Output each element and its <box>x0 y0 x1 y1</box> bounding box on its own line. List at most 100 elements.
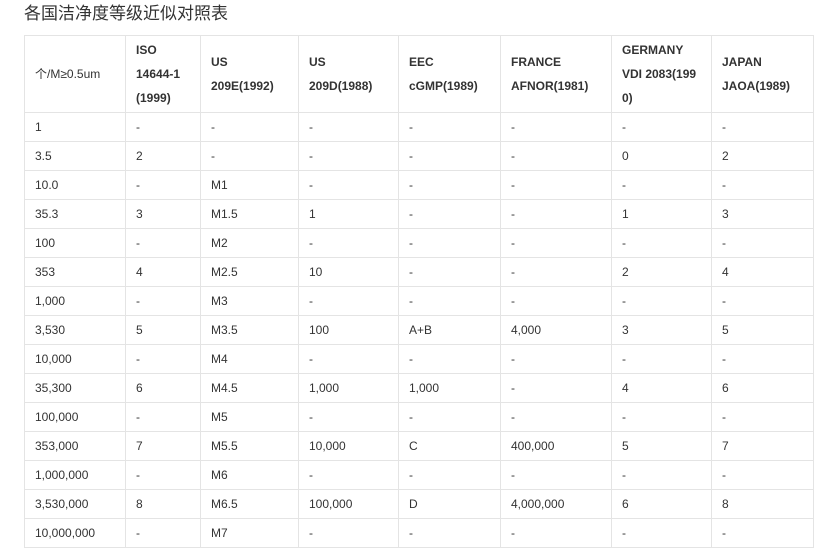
table-cell: 1 <box>24 112 126 142</box>
table-cell: 100 <box>298 315 399 345</box>
table-cell: - <box>125 228 201 258</box>
column-header-line: (1999) <box>136 91 171 105</box>
table-cell: - <box>711 460 814 490</box>
table-row: 1,000- M3- - - - - <box>24 286 814 316</box>
table-cell: 6 <box>711 373 814 403</box>
table-cell: 5 <box>711 315 814 345</box>
table-cell: 7 <box>711 431 814 461</box>
table-cell: - <box>611 228 712 258</box>
table-cell: - <box>398 460 501 490</box>
table-cell: - <box>711 286 814 316</box>
table-cell: - <box>125 402 201 432</box>
table-cell: 3,530,000 <box>24 489 126 519</box>
table-cell: 1,000 <box>298 373 399 403</box>
table-cell: M6.5 <box>200 489 299 519</box>
table-row: 10,000- M4- - - - - <box>24 344 814 374</box>
table-row: 100- M2- - - - - <box>24 228 814 258</box>
table-row: 3,530,000 8 M6.5 100,000 D 4,000,000 6 8 <box>24 489 814 519</box>
table-cell: - <box>611 344 712 374</box>
table-cell: 10,000,000 <box>24 518 126 548</box>
table-cell: 353,000 <box>24 431 126 461</box>
table-cell: - <box>711 402 814 432</box>
table-cell: - <box>500 518 612 548</box>
table-cell: M1.5 <box>200 199 299 229</box>
table-cell: 1,000,000 <box>24 460 126 490</box>
table-cell: - <box>500 141 612 171</box>
table-cell: - <box>298 228 399 258</box>
table-row: 353,000 7 M5.5 10,000 C 400,000 5 7 <box>24 431 814 461</box>
table-cell: - <box>125 286 201 316</box>
table-cell: M3.5 <box>200 315 299 345</box>
table-cell: A+B <box>398 315 501 345</box>
column-header-line: JAOA(1989) <box>722 79 791 93</box>
table-cell: - <box>711 170 814 200</box>
table-cell: - <box>298 344 399 374</box>
table-cell: - <box>125 518 201 548</box>
table-cell: - <box>500 112 612 142</box>
table-cell: C <box>398 431 501 461</box>
table-cell: - <box>711 344 814 374</box>
column-header: US 209D(1988) <box>298 35 399 113</box>
column-header-line: US <box>309 55 326 69</box>
table-cell: - <box>398 228 501 258</box>
column-header-line: 209D(1988) <box>309 79 373 93</box>
table-cell: - <box>500 373 612 403</box>
column-header-line: cGMP(1989) <box>409 79 478 93</box>
column-header-line: US <box>211 55 228 69</box>
table-cell: - <box>398 112 501 142</box>
table-cell: 8 <box>711 489 814 519</box>
table-cell: M5 <box>200 402 299 432</box>
table-cell: - <box>711 228 814 258</box>
table-cell: - <box>500 402 612 432</box>
table-cell: - <box>398 286 501 316</box>
table-cell: - <box>611 112 712 142</box>
table-cell: - <box>398 170 501 200</box>
table-cell: M4.5 <box>200 373 299 403</box>
table-cell: 1,000 <box>24 286 126 316</box>
table-cell: 2 <box>611 257 712 287</box>
table-cell: 2 <box>125 141 201 171</box>
table-cell: - <box>398 402 501 432</box>
table-row: 353 4 M2.5 10- -2 4 <box>24 257 814 287</box>
table-cell: - <box>500 199 612 229</box>
table-cell: - <box>200 141 299 171</box>
table-cell: - <box>298 141 399 171</box>
table-row: 100,000- M5- - - - - <box>24 402 814 432</box>
page-title: 各国洁净度等级近似对照表 <box>24 4 228 24</box>
table-cell: - <box>611 170 712 200</box>
table-row: 3,530 5 M3.5 100 A+B 4,000 3 5 <box>24 315 814 345</box>
cleanroom-class-comparison-table: 个/M≥0.5um ISO 14644-1 (1999) US 209E(1992) US 2… <box>24 35 814 548</box>
table-cell: M4 <box>200 344 299 374</box>
table-cell: M2 <box>200 228 299 258</box>
table-cell: 0 <box>611 141 712 171</box>
table-cell: 5 <box>125 315 201 345</box>
table-cell: - <box>298 170 399 200</box>
table-cell: 100 <box>24 228 126 258</box>
table-cell: 4 <box>125 257 201 287</box>
table-cell: 10.0 <box>24 170 126 200</box>
table-cell: 5 <box>611 431 712 461</box>
table-cell: - <box>500 460 612 490</box>
column-header-line: FRANCE <box>511 55 561 69</box>
table-cell: 353 <box>24 257 126 287</box>
table-cell: - <box>200 112 299 142</box>
table-cell: 10 <box>298 257 399 287</box>
table-cell: - <box>611 518 712 548</box>
column-header: US 209E(1992) <box>200 35 299 113</box>
table-cell: - <box>500 344 612 374</box>
header-row: 个/M≥0.5um ISO 14644-1 (1999) US 209E(1992) US 2… <box>24 35 814 113</box>
column-header: 个/M≥0.5um <box>24 35 126 113</box>
table-cell: - <box>125 460 201 490</box>
table-cell: - <box>711 112 814 142</box>
table-cell: 35.3 <box>24 199 126 229</box>
column-header-line: VDI 2083(199 <box>622 67 697 81</box>
table-cell: 2 <box>711 141 814 171</box>
table-cell: D <box>398 489 501 519</box>
table-cell: - <box>398 257 501 287</box>
table-cell: 10,000 <box>24 344 126 374</box>
table-cell: M2.5 <box>200 257 299 287</box>
table-row: 1------- <box>24 112 814 142</box>
table-cell: 1 <box>611 199 712 229</box>
column-header-line: 个/M≥0.5um <box>35 67 101 81</box>
column-header: ISO 14644-1 (1999) <box>125 35 201 113</box>
